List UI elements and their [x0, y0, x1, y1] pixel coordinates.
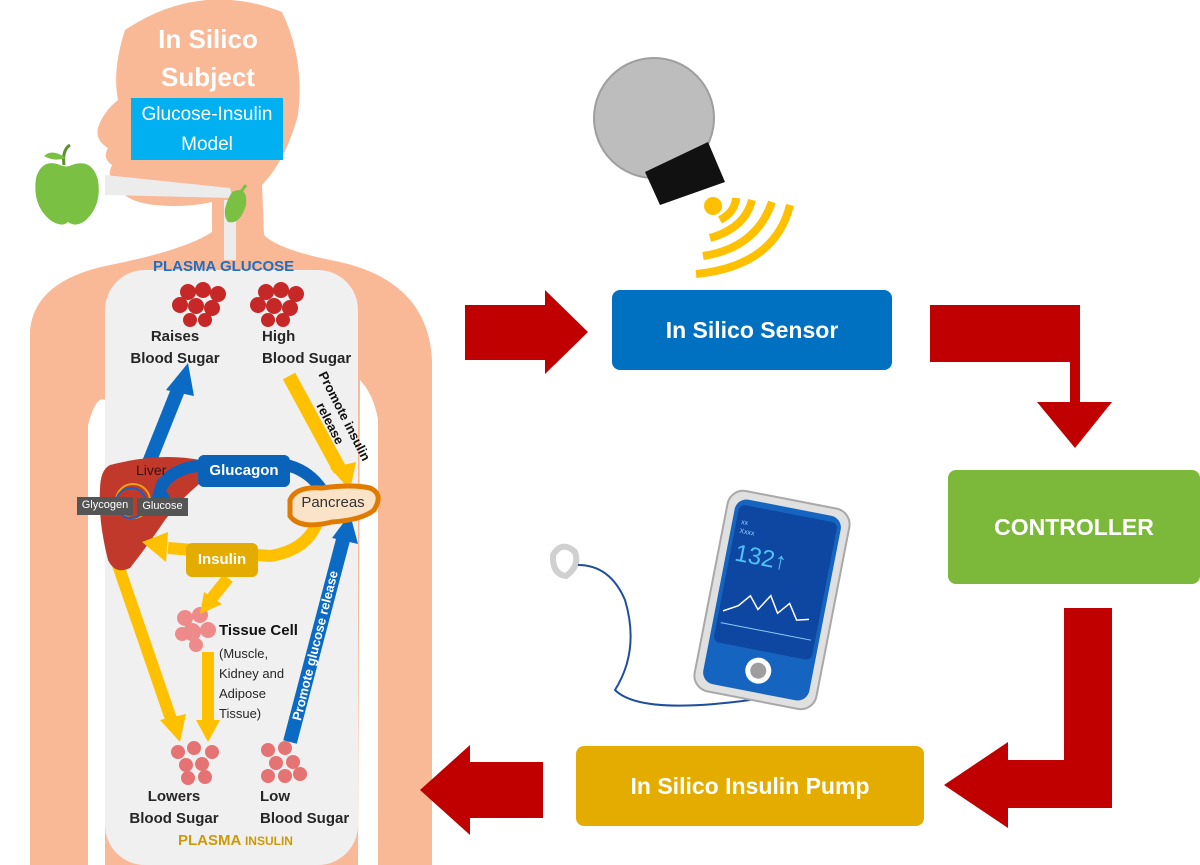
tissue-cell-label: Tissue Cell	[219, 622, 298, 639]
arrow-body-to-sensor	[465, 290, 588, 374]
pancreas-icon	[287, 483, 381, 528]
tissue-cell-icon	[175, 607, 216, 652]
blood-cells-icon	[172, 282, 226, 327]
arrow-sensor-to-controller	[930, 305, 1112, 448]
blood-cells-icon	[171, 741, 219, 785]
arrow-high-to-pancreas	[282, 372, 356, 490]
tissue-line2: Kidney and	[219, 666, 285, 681]
low-line2: Blood Sugar	[260, 810, 350, 827]
tissue-line4: Tissue)	[219, 706, 262, 721]
glucagon-label: Glucagon	[209, 462, 279, 479]
insulin-pump-phone-icon	[549, 489, 851, 711]
low-line1: Low	[260, 788, 290, 805]
model-label-line1: Glucose-Insulin	[141, 104, 273, 125]
high-line1: High	[262, 328, 296, 345]
model-label: Glucose-Insulin Model	[131, 100, 283, 160]
plasma-glucose-label: PLASMA GLUCOSE	[153, 258, 295, 275]
plasma-insulin-part2: INSULIN	[244, 834, 293, 848]
pump-screen-text: xx Xxxx 132↑	[732, 518, 793, 577]
liver-label: Liver	[136, 462, 167, 478]
pump-label: In Silico Insulin Pump	[630, 772, 870, 799]
subject-title-line2: Subject	[161, 62, 255, 92]
tissue-line3: Adipose	[219, 686, 266, 701]
arrow-insulin-to-tissue	[200, 574, 233, 614]
cgm-sensor-icon	[593, 57, 794, 278]
arrow-tissue-to-lowers	[196, 652, 220, 742]
glucose-label: Glucose	[142, 500, 183, 512]
controller-label: CONTROLLER	[994, 513, 1154, 540]
arrow-liver-to-lowers	[112, 563, 186, 742]
raises-label: Raises Blood Sugar	[120, 326, 230, 370]
glucose-label-bg	[137, 498, 188, 516]
plasma-insulin-part1: PLASMA	[178, 832, 245, 849]
raises-line2: Blood Sugar	[130, 350, 220, 367]
subject-title: In Silico Subject	[118, 20, 298, 96]
controller-box	[948, 470, 1200, 584]
plasma-insulin-label: PLASMA INSULIN	[178, 832, 293, 850]
arrow-controller-to-pump	[944, 608, 1112, 828]
blood-cells-icon	[250, 282, 304, 327]
lowers-label: Lowers Blood Sugar	[118, 786, 230, 830]
subject-title-line1: In Silico	[158, 24, 258, 54]
lowers-line1: Lowers	[147, 788, 201, 805]
model-label-bg	[131, 98, 283, 160]
pump-box	[576, 746, 924, 826]
high-label: High Blood Sugar	[262, 326, 351, 370]
apple-icon	[35, 143, 99, 225]
lowers-line2: Blood Sugar	[129, 810, 219, 827]
sensor-label: In Silico Sensor	[665, 316, 839, 343]
glucagon-box	[198, 455, 290, 487]
glycogen-label-bg	[77, 497, 133, 515]
glycogen-label: Glycogen	[81, 499, 129, 511]
tissue-detail: (Muscle, Kidney and Adipose Tissue)	[219, 644, 284, 724]
sensor-box	[612, 290, 892, 370]
high-line2: Blood Sugar	[262, 350, 352, 367]
raises-line1: Raises	[150, 328, 200, 345]
arrow-pump-to-body	[420, 745, 543, 835]
insulin-label: Insulin	[197, 551, 247, 568]
low-label: Low Blood Sugar	[260, 786, 349, 830]
pancreas-label: Pancreas	[301, 494, 365, 511]
blood-cells-icon	[261, 741, 307, 783]
food-bite-icon	[224, 184, 248, 223]
tissue-line1: (Muscle,	[219, 646, 269, 661]
model-label-line2: Model	[181, 134, 233, 155]
insulin-box	[186, 543, 258, 577]
